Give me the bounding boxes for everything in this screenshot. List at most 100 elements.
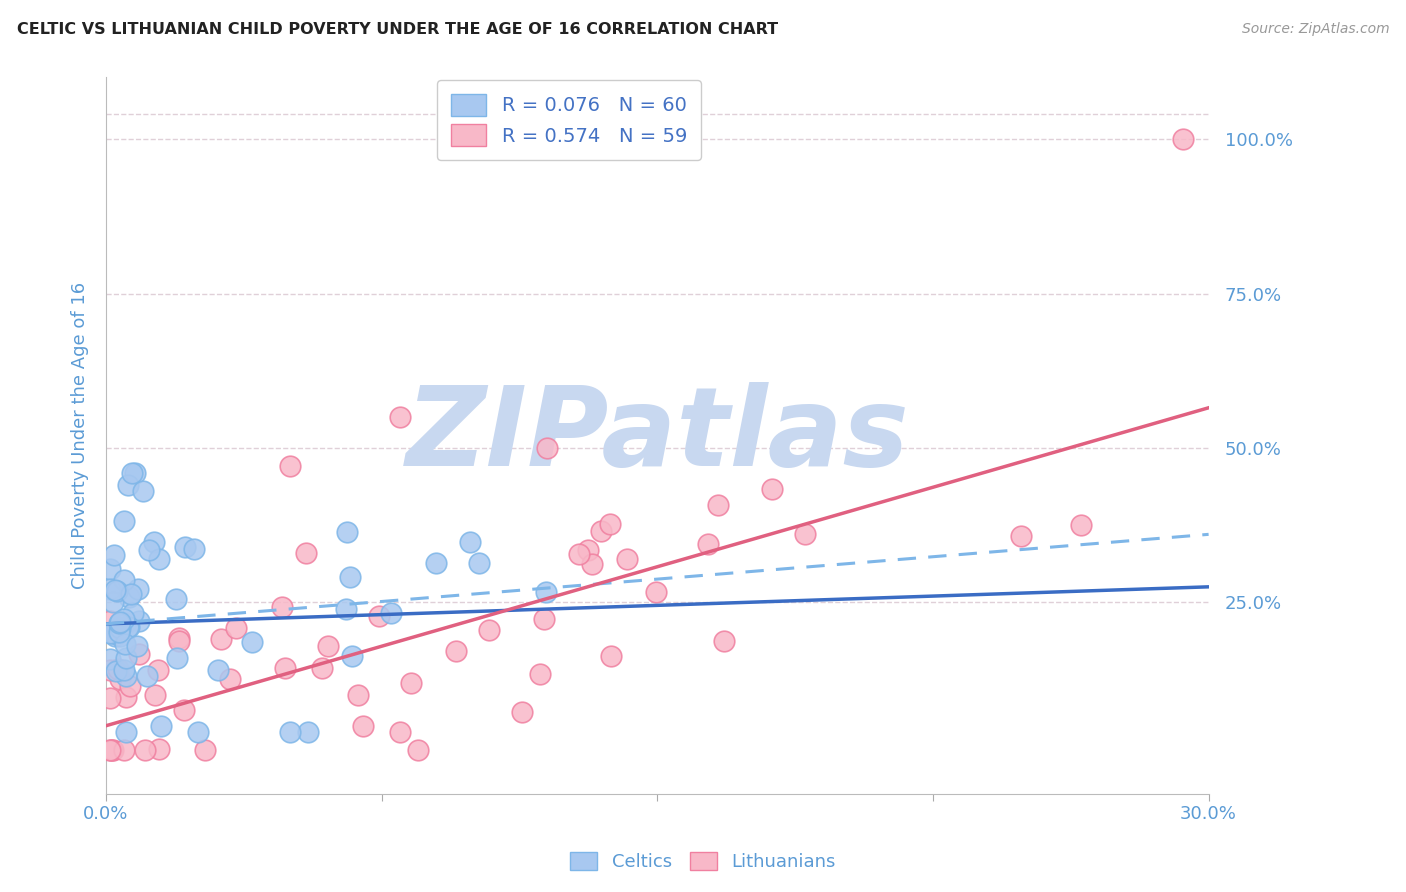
Point	[114, 573, 136, 587]
Point	[98, 691, 121, 706]
Point	[388, 725, 411, 739]
Point	[406, 743, 429, 757]
Point	[165, 591, 187, 606]
Point	[167, 631, 190, 645]
Point	[120, 679, 142, 693]
Point	[794, 526, 817, 541]
Point	[339, 569, 361, 583]
Point	[134, 743, 156, 757]
Point	[115, 725, 138, 739]
Point	[150, 719, 173, 733]
Point	[143, 688, 166, 702]
Point	[207, 663, 229, 677]
Point	[124, 466, 146, 480]
Point	[166, 651, 188, 665]
Point	[148, 663, 170, 677]
Point	[128, 615, 150, 629]
Point	[112, 612, 135, 626]
Point	[127, 640, 149, 654]
Point	[115, 615, 138, 630]
Point	[122, 606, 145, 620]
Point	[335, 601, 357, 615]
Point	[114, 690, 136, 705]
Point	[118, 620, 141, 634]
Point	[616, 551, 638, 566]
Point	[112, 743, 135, 757]
Text: CELTIC VS LITHUANIAN CHILD POVERTY UNDER THE AGE OF 16 CORRELATION CHART: CELTIC VS LITHUANIAN CHILD POVERTY UNDER…	[17, 22, 778, 37]
Point	[533, 612, 555, 626]
Point	[295, 546, 318, 560]
Text: ZIPatlas: ZIPatlas	[405, 382, 910, 489]
Point	[346, 688, 368, 702]
Point	[336, 525, 359, 540]
Text: Source: ZipAtlas.com: Source: ZipAtlas.com	[1241, 22, 1389, 37]
Point	[131, 484, 153, 499]
Point	[318, 640, 340, 654]
Point	[367, 609, 389, 624]
Point	[112, 514, 135, 528]
Point	[510, 705, 533, 719]
Point	[98, 652, 121, 666]
Point	[297, 725, 319, 739]
Point	[576, 542, 599, 557]
Point	[173, 541, 195, 555]
Y-axis label: Child Poverty Under the Age of 16: Child Poverty Under the Age of 16	[72, 282, 89, 589]
Point	[581, 558, 603, 572]
Point	[194, 743, 217, 757]
Point	[388, 410, 411, 425]
Point	[98, 562, 121, 576]
Point	[1070, 517, 1092, 532]
Point	[529, 667, 551, 681]
Point	[98, 615, 121, 629]
Point	[697, 537, 720, 551]
Point	[1010, 529, 1032, 543]
Point	[1171, 132, 1194, 146]
Point	[104, 629, 127, 643]
Point	[108, 625, 131, 640]
Point	[600, 649, 623, 664]
Point	[645, 584, 668, 599]
Point	[104, 583, 127, 598]
Point	[98, 743, 121, 757]
Point	[219, 672, 242, 686]
Point	[121, 466, 143, 480]
Point	[458, 535, 481, 549]
Point	[108, 629, 131, 643]
Point	[380, 607, 402, 621]
Point	[104, 665, 127, 679]
Point	[568, 547, 591, 561]
Point	[468, 556, 491, 570]
Point	[98, 743, 121, 757]
Point	[98, 625, 121, 640]
Point	[242, 634, 264, 648]
Point	[478, 623, 501, 637]
Point	[101, 743, 124, 757]
Point	[713, 634, 735, 648]
Point	[98, 582, 121, 596]
Point	[108, 615, 131, 629]
Point	[107, 662, 129, 676]
Point	[101, 626, 124, 640]
Point	[101, 743, 124, 757]
Point	[589, 524, 612, 538]
Point	[278, 725, 301, 739]
Point	[425, 556, 447, 570]
Point	[225, 621, 247, 635]
Point	[105, 583, 128, 598]
Point	[274, 660, 297, 674]
Point	[536, 441, 558, 455]
Point	[114, 637, 136, 651]
Legend: Celtics, Lithuanians: Celtics, Lithuanians	[562, 845, 844, 879]
Point	[187, 725, 209, 739]
Point	[148, 551, 170, 566]
Point	[107, 615, 129, 630]
Point	[707, 499, 730, 513]
Point	[278, 459, 301, 474]
Point	[117, 620, 139, 634]
Point	[599, 516, 621, 531]
Point	[127, 582, 149, 596]
Point	[98, 663, 121, 677]
Point	[138, 542, 160, 557]
Point	[103, 548, 125, 562]
Point	[112, 663, 135, 677]
